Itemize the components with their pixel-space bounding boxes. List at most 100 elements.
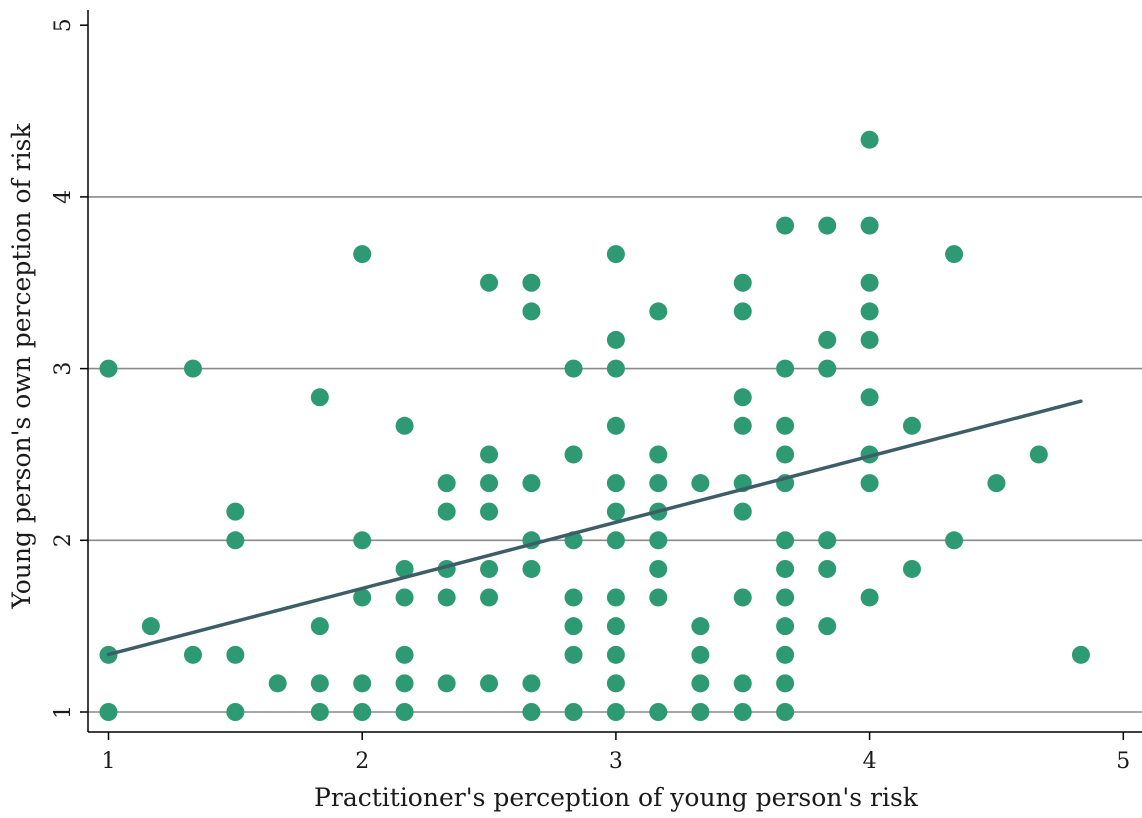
data-point (860, 388, 879, 407)
fit-line-group (106, 399, 1083, 657)
data-point (860, 216, 879, 235)
data-point (395, 588, 414, 607)
data-point (733, 388, 752, 407)
data-point (99, 703, 118, 721)
x-tick-label: 3 (609, 749, 623, 774)
data-point (691, 674, 710, 693)
data-point (522, 559, 541, 578)
data-point (776, 445, 795, 464)
data-point (776, 645, 795, 664)
data-point (733, 416, 752, 435)
data-point (268, 674, 287, 693)
data-point (480, 559, 499, 578)
data-point (776, 703, 795, 721)
data-point (480, 674, 499, 693)
data-point (606, 502, 625, 521)
data-point (141, 617, 160, 636)
data-point (945, 245, 964, 264)
data-point (606, 674, 625, 693)
data-point (522, 273, 541, 292)
data-point (353, 703, 372, 721)
data-point (606, 531, 625, 550)
data-point (649, 474, 668, 493)
data-point (564, 588, 583, 607)
data-point (564, 645, 583, 664)
data-point (860, 474, 879, 493)
data-point (564, 445, 583, 464)
data-point (310, 703, 329, 721)
x-tick-label: 2 (355, 749, 369, 774)
data-point (945, 531, 964, 550)
y-tick-label: 4 (51, 190, 76, 204)
data-point (860, 588, 879, 607)
data-point (860, 330, 879, 349)
data-point (395, 416, 414, 435)
data-point (564, 359, 583, 378)
data-point (649, 559, 668, 578)
y-tick-label: 5 (51, 18, 76, 32)
data-point (860, 273, 879, 292)
data-point (649, 531, 668, 550)
data-point (310, 617, 329, 636)
data-point (776, 674, 795, 693)
data-point (606, 617, 625, 636)
data-point (902, 416, 921, 435)
data-point (522, 703, 541, 721)
data-point (776, 559, 795, 578)
data-point (776, 588, 795, 607)
data-point (437, 674, 456, 693)
data-point (564, 703, 583, 721)
fit-line (106, 399, 1083, 657)
data-point (733, 302, 752, 321)
data-point (480, 445, 499, 464)
data-point (1029, 445, 1048, 464)
data-point (310, 388, 329, 407)
data-point (606, 330, 625, 349)
data-point (606, 645, 625, 664)
data-point (691, 617, 710, 636)
data-point (522, 474, 541, 493)
data-point (818, 216, 837, 235)
data-point (395, 674, 414, 693)
data-point (776, 416, 795, 435)
data-point (818, 531, 837, 550)
data-point (691, 703, 710, 721)
data-point (437, 502, 456, 521)
data-point (649, 445, 668, 464)
data-point (733, 674, 752, 693)
data-point (226, 703, 245, 721)
data-point (902, 559, 921, 578)
data-points (99, 130, 1090, 721)
data-point (564, 617, 583, 636)
data-point (480, 273, 499, 292)
data-point (776, 617, 795, 636)
data-point (818, 559, 837, 578)
y-axis-title: Young person's own perception of risk (7, 123, 36, 610)
data-point (522, 302, 541, 321)
data-point (606, 245, 625, 264)
data-point (353, 245, 372, 264)
data-point (606, 416, 625, 435)
data-point (183, 359, 202, 378)
data-point (733, 703, 752, 721)
data-point (691, 474, 710, 493)
data-point (480, 502, 499, 521)
data-point (987, 474, 1006, 493)
data-point (818, 359, 837, 378)
y-tick-label: 2 (51, 533, 76, 547)
data-point (606, 359, 625, 378)
data-point (776, 531, 795, 550)
data-point (733, 273, 752, 292)
data-point (733, 588, 752, 607)
data-point (522, 674, 541, 693)
x-axis-title: Practitioner's perception of young perso… (314, 783, 919, 812)
y-tick-label: 3 (51, 362, 76, 376)
data-point (860, 302, 879, 321)
data-point (691, 645, 710, 664)
data-point (649, 703, 668, 721)
data-point (437, 588, 456, 607)
data-point (818, 330, 837, 349)
data-point (480, 474, 499, 493)
data-point (226, 531, 245, 550)
